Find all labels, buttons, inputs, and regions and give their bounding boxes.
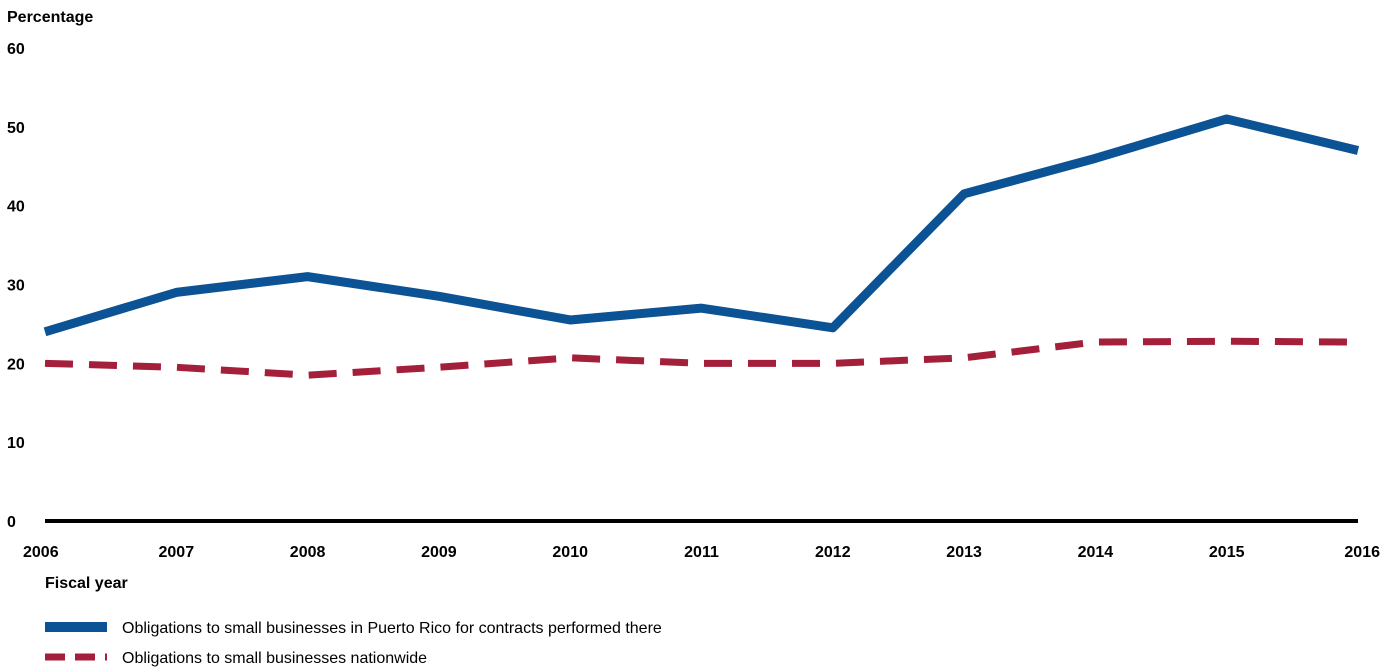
y-axis-ticks: 0 10 20 30 40 50 60 — [7, 41, 25, 531]
series-line-puerto-rico — [43, 114, 1360, 337]
x-tick-label: 2014 — [1078, 544, 1114, 561]
series-line-nationwide — [44, 337, 1359, 379]
x-tick-label: 2008 — [290, 544, 326, 561]
x-axis-ticks: 2006 2007 2008 2009 2010 2011 2012 2013 2014 2015… — [23, 544, 1380, 561]
series-layer — [43, 114, 1360, 379]
legend: Obligations to small businesses in Puert… — [45, 620, 662, 667]
x-tick-label: 2013 — [946, 544, 982, 561]
y-tick-label: 60 — [7, 41, 25, 58]
y-tick-label: 50 — [7, 120, 25, 137]
x-tick-label: 2006 — [23, 544, 59, 561]
y-axis-title: Percentage — [7, 9, 93, 26]
y-tick-label: 30 — [7, 278, 25, 295]
legend-label: Obligations to small businesses nationwi… — [122, 650, 427, 667]
y-tick-label: 10 — [7, 435, 25, 452]
x-tick-label: 2011 — [684, 544, 719, 561]
x-axis-title: Fiscal year — [45, 575, 128, 592]
y-tick-label: 40 — [7, 199, 25, 216]
y-tick-label: 20 — [7, 356, 25, 373]
x-tick-label: 2009 — [421, 544, 457, 561]
x-tick-label: 2007 — [159, 544, 195, 561]
y-tick-label: 0 — [7, 514, 16, 531]
legend-label: Obligations to small businesses in Puert… — [122, 620, 662, 637]
x-tick-label: 2010 — [552, 544, 588, 561]
x-tick-label: 2015 — [1209, 544, 1245, 561]
x-tick-label: 2012 — [815, 544, 851, 561]
x-tick-label: 2016 — [1344, 544, 1380, 561]
